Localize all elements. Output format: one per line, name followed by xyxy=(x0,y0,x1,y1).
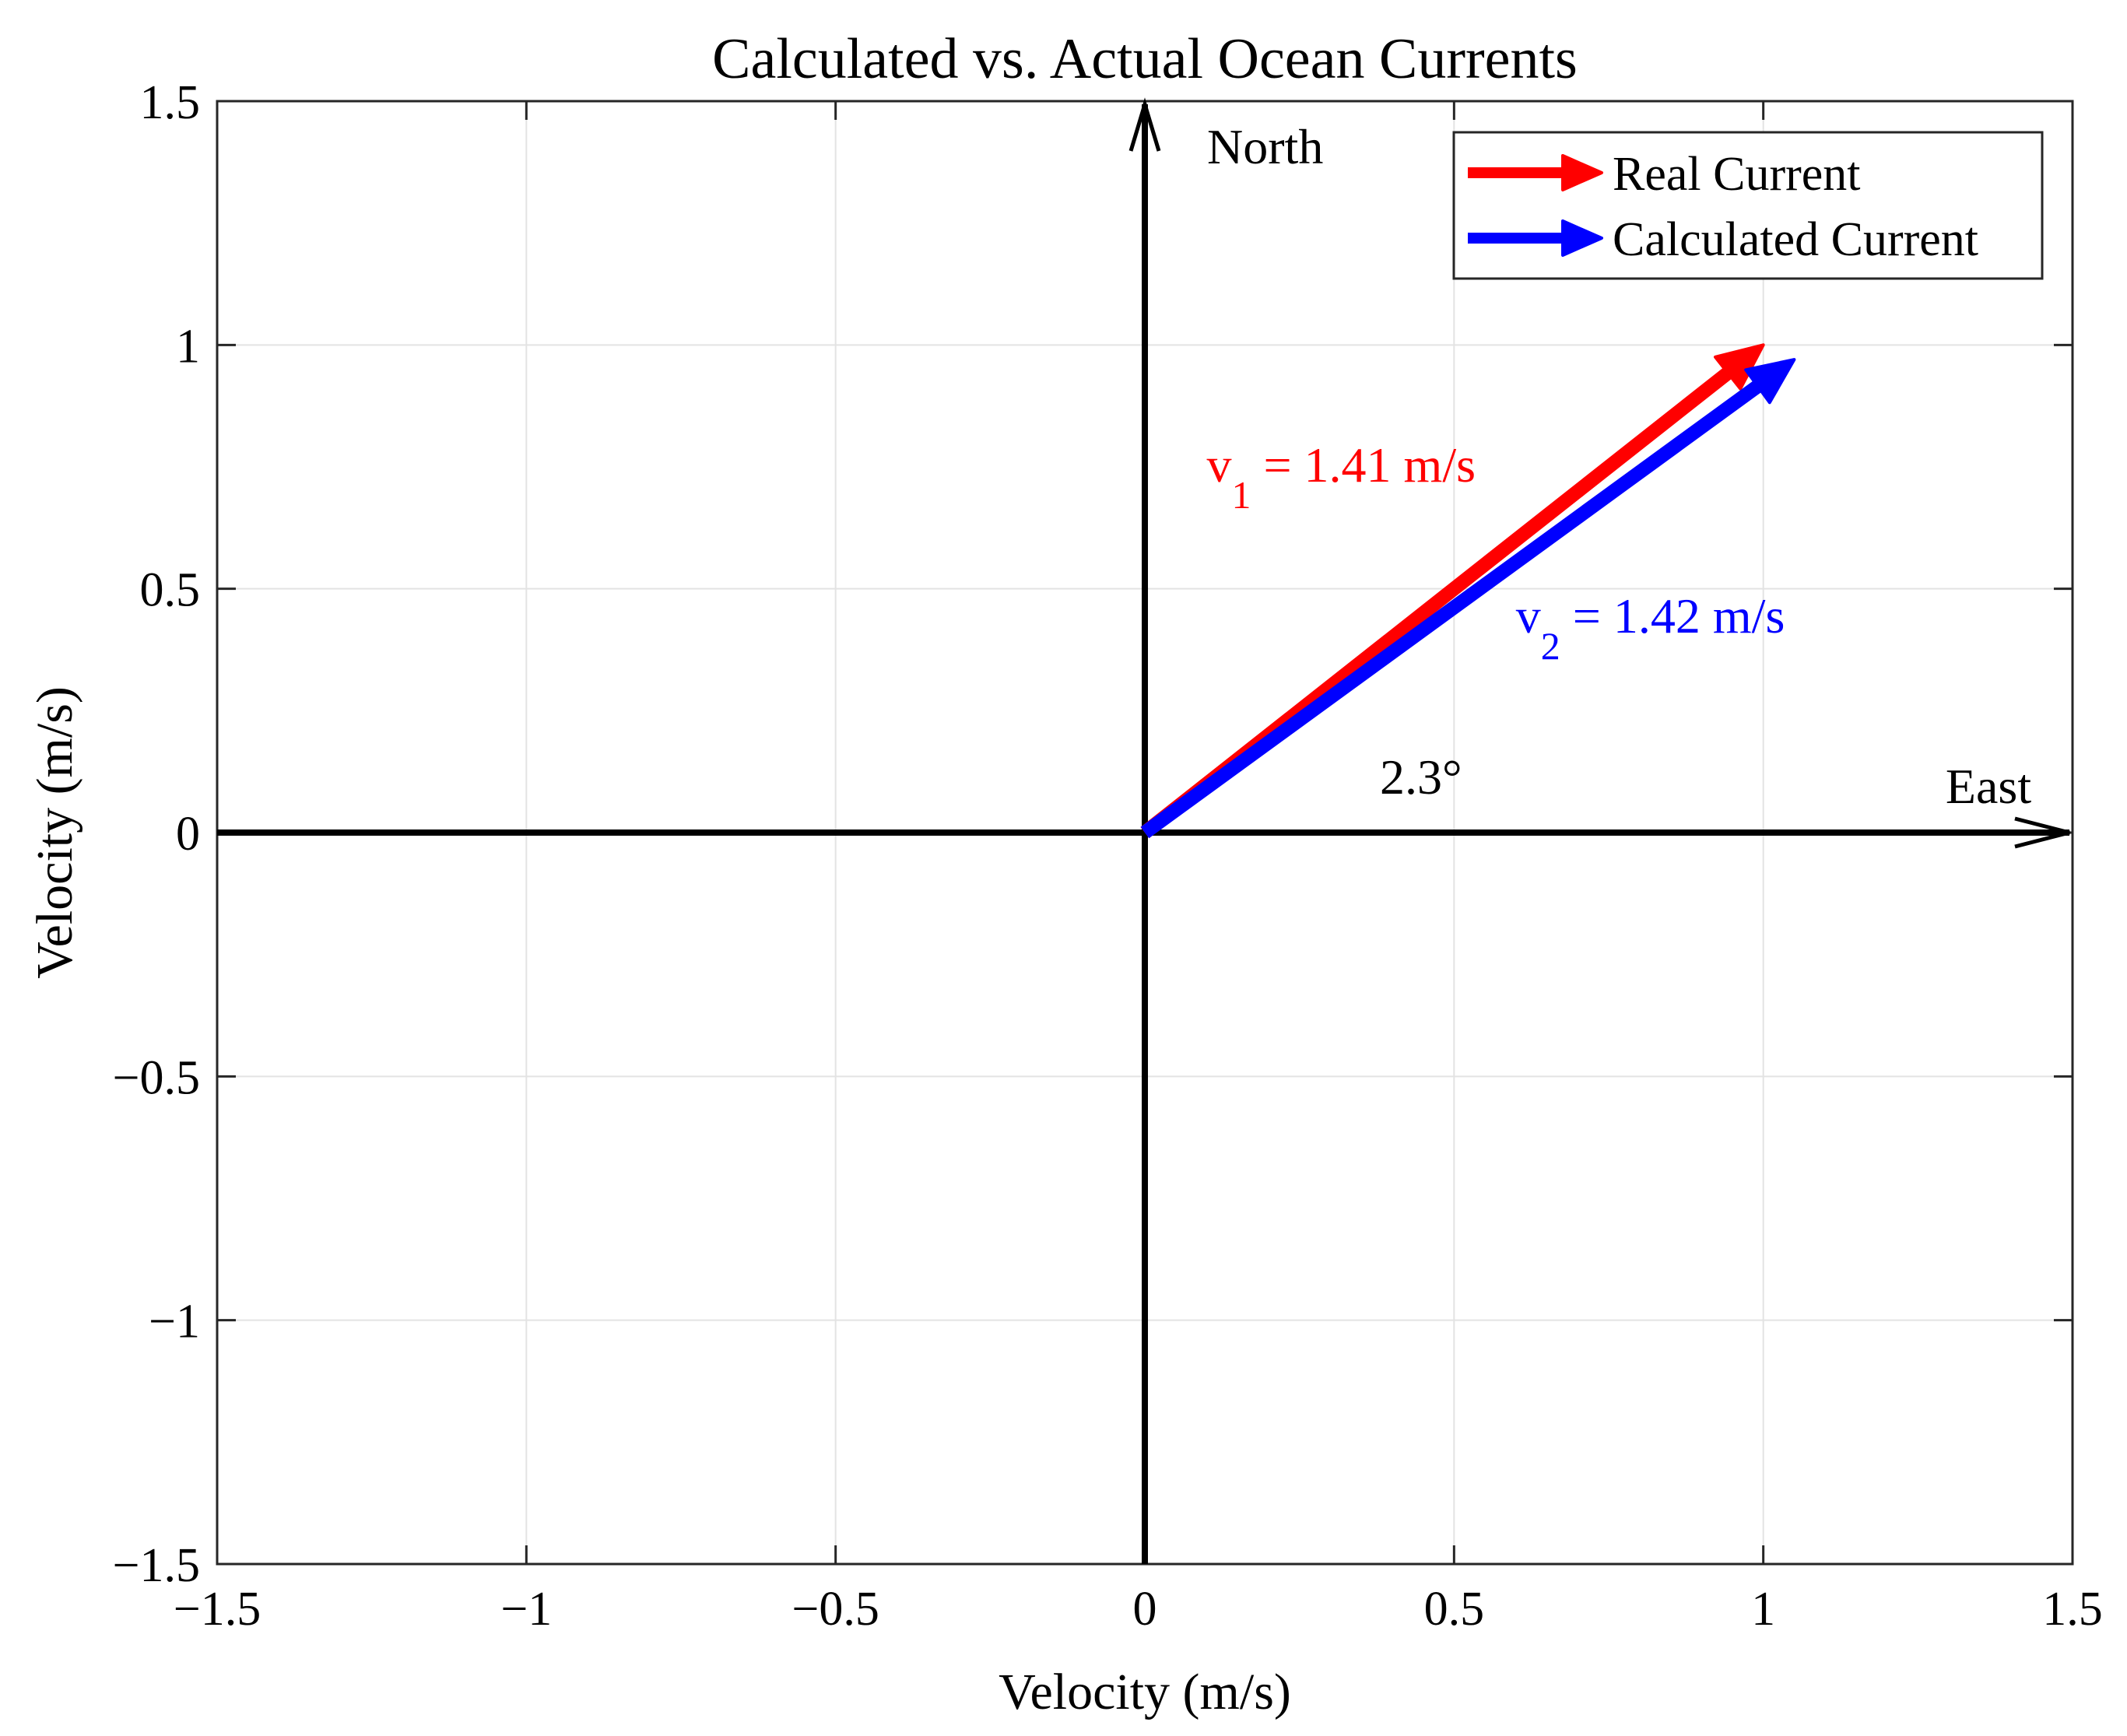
legend-real-current-swatch-head xyxy=(1561,154,1603,191)
chart-title: Calculated vs. Actual Ocean Currents xyxy=(712,27,1578,91)
x-tick-label: −0.5 xyxy=(791,1583,879,1636)
calculated-current-arrow xyxy=(1140,358,1796,839)
v2-annotation: v2 = 1.42 m/s xyxy=(1516,588,1785,668)
east-arrowhead xyxy=(2014,816,2070,849)
y-tick-label: 1.5 xyxy=(140,76,201,129)
compass-axes: North East xyxy=(217,97,2070,1564)
legend-real-current-swatch xyxy=(1468,154,1603,191)
north-label: North xyxy=(1207,119,1323,174)
tick-layer: −1.5 −1 −0.5 0 0.5 1 1.5 −1.5 −1 −0.5 0 0.5 1 1.5 xyxy=(113,76,2103,1636)
east-label: East xyxy=(1946,759,2031,814)
legend: Real Current Calculated Current xyxy=(1452,131,2044,280)
x-tick-label: 1 xyxy=(1751,1583,1775,1636)
y-axis-label: Velocity (m/s) xyxy=(26,686,83,979)
y-tick-label: 0.5 xyxy=(140,564,201,617)
v1-annotation: v1 = 1.41 m/s xyxy=(1206,437,1476,517)
legend-entry-real-current: Real Current xyxy=(1613,148,1861,201)
legend-entry-calculated-current: Calculated Current xyxy=(1613,213,1978,266)
legend-box xyxy=(1452,131,2044,280)
angle-annotation: 2.3° xyxy=(1380,749,1462,805)
calculated-current-arrow-shaft xyxy=(1140,378,1765,839)
y-tick-label: −0.5 xyxy=(113,1051,200,1104)
x-tick-label: −1.5 xyxy=(174,1583,261,1636)
y-tick-label: −1 xyxy=(149,1296,200,1348)
vector-layer xyxy=(1140,343,1796,839)
legend-calculated-current-swatch xyxy=(1468,219,1603,257)
y-tick-label: 1 xyxy=(176,320,200,373)
x-tick-label: 1.5 xyxy=(2042,1583,2103,1636)
x-tick-label: 0.5 xyxy=(1424,1583,1485,1636)
y-tick-label: 0 xyxy=(176,808,200,861)
annotation-layer: v1 = 1.41 m/s v2 = 1.42 m/s 2.3° xyxy=(1206,437,1785,805)
y-tick-label: −1.5 xyxy=(113,1539,200,1592)
x-tick-label: −1 xyxy=(500,1583,552,1636)
legend-calculated-current-swatch-head xyxy=(1561,219,1603,257)
x-tick-label: 0 xyxy=(1133,1583,1157,1636)
x-axis-label: Velocity (m/s) xyxy=(999,1664,1291,1720)
calculated-current-arrow-head xyxy=(1744,358,1796,405)
north-arrowhead xyxy=(1128,97,1161,152)
real-current-arrow-head xyxy=(1714,343,1765,391)
